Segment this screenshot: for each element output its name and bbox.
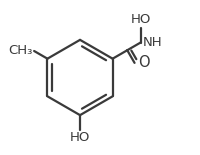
Text: CH₃: CH₃: [8, 44, 33, 57]
Text: HO: HO: [70, 131, 90, 144]
Text: HO: HO: [130, 13, 151, 26]
Text: O: O: [138, 55, 150, 70]
Text: NH: NH: [142, 36, 162, 49]
